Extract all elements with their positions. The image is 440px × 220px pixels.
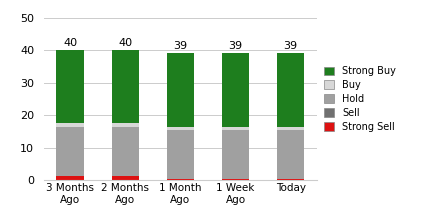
Bar: [167, 179, 194, 180]
Bar: [56, 127, 84, 176]
Bar: [222, 53, 249, 127]
Bar: [277, 130, 304, 179]
Bar: [111, 127, 139, 176]
Bar: [167, 130, 194, 179]
Bar: [56, 176, 84, 180]
Bar: [111, 123, 139, 127]
Text: 39: 39: [228, 41, 242, 51]
Bar: [167, 53, 194, 127]
Legend: Strong Buy, Buy, Hold, Sell, Strong Sell: Strong Buy, Buy, Hold, Sell, Strong Sell: [324, 66, 396, 132]
Text: 40: 40: [63, 38, 77, 48]
Bar: [56, 50, 84, 123]
Bar: [277, 179, 304, 180]
Text: 40: 40: [118, 38, 132, 48]
Bar: [111, 176, 139, 180]
Bar: [111, 50, 139, 123]
Bar: [277, 127, 304, 130]
Bar: [222, 130, 249, 179]
Bar: [277, 53, 304, 127]
Bar: [56, 123, 84, 127]
Bar: [167, 127, 194, 130]
Text: 39: 39: [173, 41, 187, 51]
Bar: [222, 127, 249, 130]
Text: 39: 39: [283, 41, 298, 51]
Bar: [222, 179, 249, 180]
